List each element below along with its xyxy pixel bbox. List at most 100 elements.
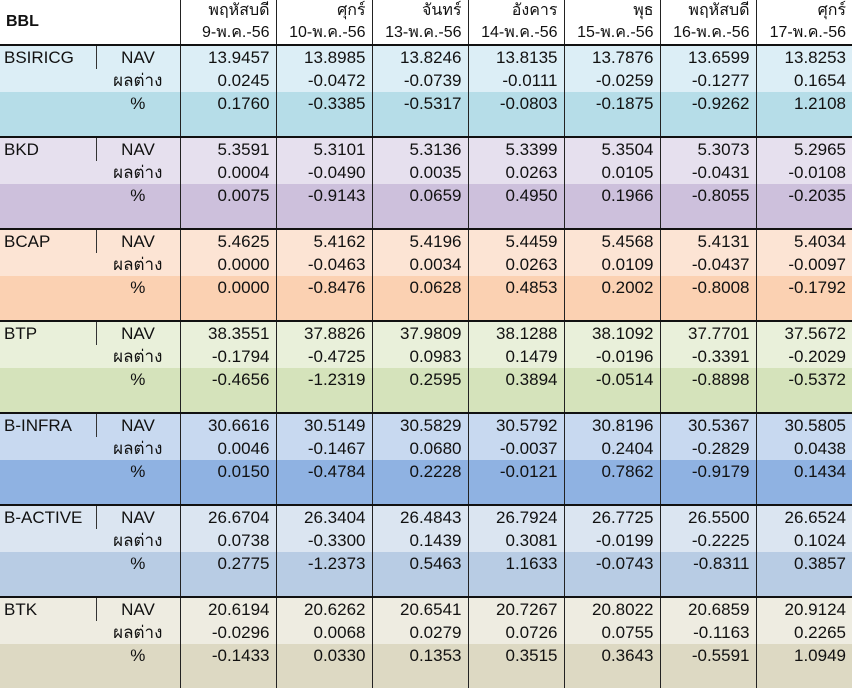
weekday-header: ศุกร์ [755,0,852,22]
value-cell: -0.2029 [755,345,852,368]
value-cell: 20.8022 [563,596,660,621]
value-cell: 0.3081 [467,529,564,552]
weekday-header: จันทร์ [371,0,468,22]
table-row: B-ACTIVE NAV 26.6704 26.3404 26.4843 26.7924 2… [0,504,852,529]
metric-label: NAV [96,504,180,529]
value-cell: 26.5500 [659,504,756,529]
table-row: % 0.2775 -1.2373 0.5463 1.1633 -0.0743 -0.8311… [0,552,852,597]
value-cell: -0.8476 [275,276,372,321]
value-cell: -0.2829 [659,437,756,460]
value-cell: 0.0004 [179,161,276,184]
metric-label: NAV [96,44,180,69]
value-cell: 0.0738 [179,529,276,552]
value-cell: 0.1353 [371,644,468,688]
value-cell: -0.5317 [371,92,468,137]
table-row: % 0.0075 -0.9143 0.0659 0.4950 0.1966 -0.8055-… [0,184,852,229]
value-cell: 13.8246 [371,44,468,69]
value-cell: -0.8898 [659,368,756,413]
value-cell: -0.2225 [659,529,756,552]
value-cell: -0.0259 [563,69,660,92]
metric-label: ผลต่าง [113,531,163,550]
metric-label: NAV [96,596,180,621]
table-row: BCAP NAV 5.4625 5.4162 5.4196 5.4459 5.4568 5.4… [0,228,852,253]
value-cell: 5.4459 [467,228,564,253]
metric-label: % [130,94,146,113]
value-cell: -0.1792 [755,276,852,321]
value-cell: 0.2404 [563,437,660,460]
metric-label: ผลต่าง [113,71,163,90]
value-cell: 0.0680 [371,437,468,460]
value-cell: -0.0108 [755,161,852,184]
metric-label: % [130,278,146,297]
value-cell: 30.5792 [467,412,564,437]
metric-label: ผลต่าง [113,255,163,274]
metric-label: ผลต่าง [113,347,163,366]
metric-label: % [130,554,146,573]
value-cell: -0.1875 [563,92,660,137]
value-cell: 0.7862 [563,460,660,505]
fund-name-spacer [0,184,96,229]
date-header: 9-พ.ค.-56 [179,22,276,46]
table-row: ผลต่าง 0.0000 -0.0463 0.0034 0.0263 0.0109 -0.… [0,253,852,276]
value-cell: -0.4784 [275,460,372,505]
value-cell: 5.4568 [563,228,660,253]
fund-name: BCAP [0,228,97,253]
value-cell: 5.4162 [275,228,372,253]
value-cell: 26.4843 [371,504,468,529]
table-row: BTK NAV 20.6194 20.6262 20.6541 20.7267 20.802… [0,596,852,621]
value-cell: -0.1277 [659,69,756,92]
fund-name: BTK [0,596,97,621]
value-cell: 13.7876 [563,44,660,69]
value-cell: 13.8985 [275,44,372,69]
header-spacer [96,0,180,45]
weekday-header: พุธ [563,0,660,22]
table-row: % 0.0150 -0.4784 0.2228 -0.0121 0.7862 -0.9179… [0,460,852,505]
value-cell: -0.0743 [563,552,660,597]
value-cell: 5.3399 [467,136,564,161]
value-cell: 1.1633 [467,552,564,597]
table-row: ผลต่าง 0.0046 -0.1467 0.0680 -0.0037 0.2404 -0… [0,437,852,460]
page-title: BBL [6,13,39,30]
value-cell: 13.8253 [755,44,852,69]
value-cell: 0.1479 [467,345,564,368]
fund-name: B-ACTIVE [0,504,97,529]
value-cell: 30.5805 [755,412,852,437]
value-cell: 30.5149 [275,412,372,437]
fund-name-spacer [0,460,96,505]
value-cell: 0.2595 [371,368,468,413]
value-cell: -0.0463 [275,253,372,276]
value-cell: 0.0105 [563,161,660,184]
value-cell: -0.4725 [275,345,372,368]
value-cell: 5.4625 [179,228,276,253]
value-cell: 5.3504 [563,136,660,161]
value-cell: 37.9809 [371,320,468,345]
value-cell: 0.0755 [563,621,660,644]
value-cell: -0.0472 [275,69,372,92]
value-cell: 0.1439 [371,529,468,552]
value-cell: -1.2373 [275,552,372,597]
value-cell: -0.0199 [563,529,660,552]
value-cell: -1.2319 [275,368,372,413]
value-cell: 0.2775 [179,552,276,597]
date-header: 10-พ.ค.-56 [275,22,372,46]
value-cell: 30.5829 [371,412,468,437]
fund-name-spacer [0,345,96,368]
value-cell: 38.1288 [467,320,564,345]
value-cell: 13.9457 [179,44,276,69]
date-header: 14-พ.ค.-56 [467,22,564,46]
date-header: 15-พ.ค.-56 [563,22,660,46]
value-cell: -0.1163 [659,621,756,644]
fund-name: B-INFRA [0,412,97,437]
value-cell: 30.5367 [659,412,756,437]
table-row: ผลต่าง 0.0245 -0.0472 -0.0739 -0.0111 -0.0259… [0,69,852,92]
table-row: ผลต่าง 0.0004 -0.0490 0.0035 0.0263 0.0105 -0.… [0,161,852,184]
date-header: 13-พ.ค.-56 [371,22,468,46]
value-cell: 0.0263 [467,161,564,184]
value-cell: -0.0196 [563,345,660,368]
value-cell: -0.5591 [659,644,756,688]
value-cell: -0.3391 [659,345,756,368]
value-cell: 37.5672 [755,320,852,345]
table-row: ผลต่าง -0.0296 0.0068 0.0279 0.0726 0.0755 -0.… [0,621,852,644]
table-row: BKD NAV 5.3591 5.3101 5.3136 5.3399 5.3504 5.30… [0,136,852,161]
